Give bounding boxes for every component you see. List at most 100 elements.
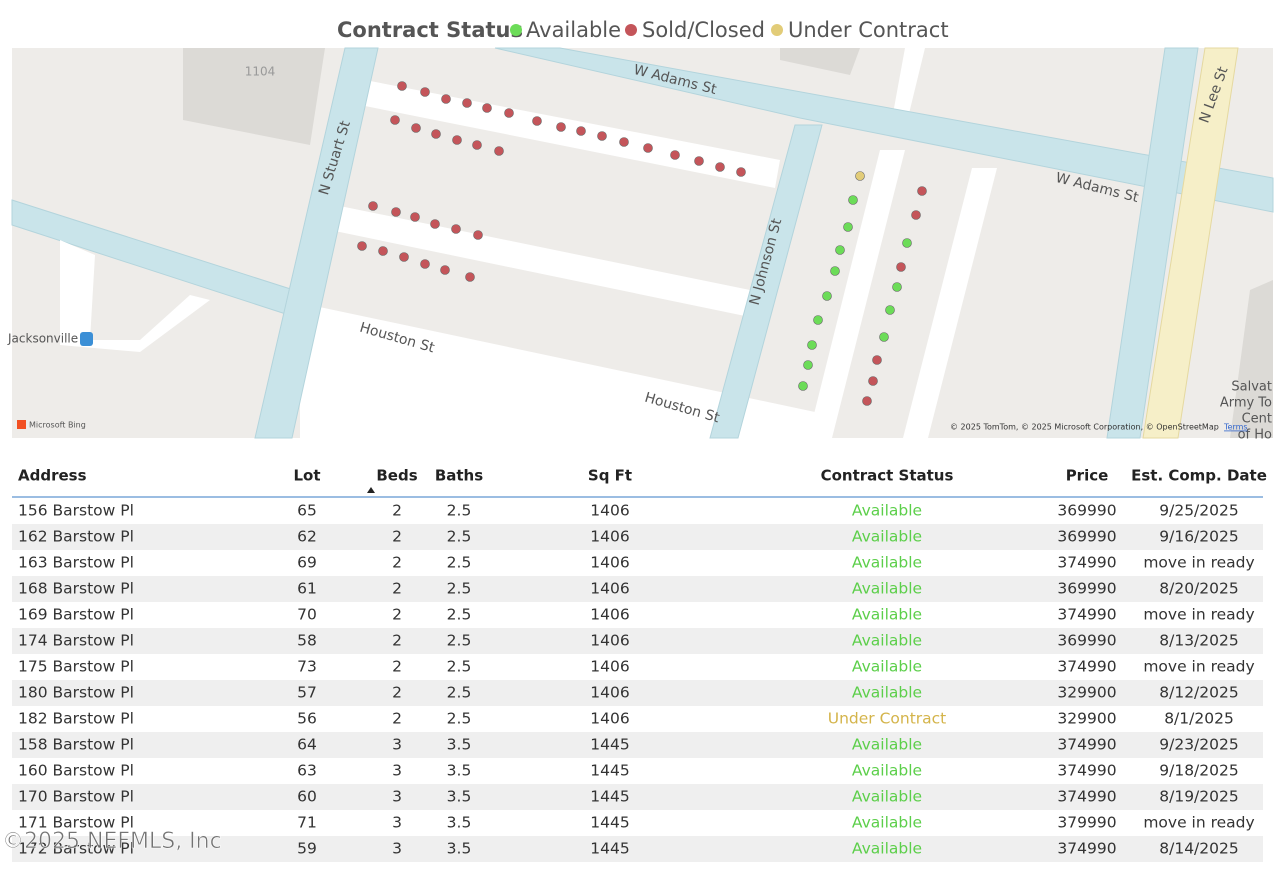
map-dot[interactable] [473, 230, 483, 240]
table-cell: 163 Barstow Pl [18, 554, 134, 572]
map-dot[interactable] [420, 87, 430, 97]
map-dot[interactable] [576, 126, 586, 136]
map-dot[interactable] [420, 259, 430, 269]
row-shade [12, 680, 1263, 706]
map-dot[interactable] [397, 81, 407, 91]
map-dot[interactable] [504, 108, 514, 118]
table-cell: 62 [297, 528, 317, 546]
map-dot[interactable] [391, 207, 401, 217]
map-dot[interactable] [862, 396, 872, 406]
map-dot[interactable] [803, 360, 813, 370]
map-dot[interactable] [368, 201, 378, 211]
table-cell: Available [852, 554, 922, 572]
map[interactable]: W Adams St W Adams St N Stuart St N John… [7, 47, 1274, 443]
table-cell: 162 Barstow Pl [18, 528, 134, 546]
map-dot[interactable] [451, 224, 461, 234]
column-header[interactable]: Price [1066, 467, 1109, 485]
table-cell: 175 Barstow Pl [18, 658, 134, 676]
legend-label[interactable]: Under Contract [788, 18, 949, 42]
row-shade [12, 524, 1263, 550]
map-dot[interactable] [556, 122, 566, 132]
column-header[interactable]: Est. Comp. Date [1131, 467, 1267, 485]
map-dot[interactable] [885, 305, 895, 315]
place-label: Jacksonville [7, 332, 78, 346]
table-cell: 1406 [590, 632, 629, 650]
table-cell: 3 [392, 762, 402, 780]
map-dot[interactable] [465, 272, 475, 282]
legend-label[interactable]: Available [526, 18, 621, 42]
table-cell: 61 [297, 580, 317, 598]
table-cell: 156 Barstow Pl [18, 502, 134, 520]
map-dot[interactable] [807, 340, 817, 350]
map-dot[interactable] [872, 355, 882, 365]
map-dot[interactable] [378, 246, 388, 256]
table-cell: 374990 [1057, 606, 1116, 624]
map-dot[interactable] [410, 212, 420, 222]
table-cell: move in ready [1143, 814, 1254, 832]
map-dot[interactable] [597, 131, 607, 141]
map-dot[interactable] [868, 376, 878, 386]
map-dot[interactable] [835, 245, 845, 255]
column-header[interactable]: Sq Ft [588, 467, 632, 485]
place-label: Army To [1220, 396, 1272, 411]
table-cell: 58 [297, 632, 317, 650]
table-cell: 374990 [1057, 658, 1116, 676]
map-dot[interactable] [357, 241, 367, 251]
map-dot[interactable] [430, 219, 440, 229]
map-dot[interactable] [452, 135, 462, 145]
map-dot[interactable] [494, 146, 504, 156]
table-cell: 2 [392, 580, 402, 598]
table-cell: 170 Barstow Pl [18, 788, 134, 806]
column-header[interactable]: Lot [293, 467, 320, 485]
map-dot[interactable] [892, 282, 902, 292]
map-dot[interactable] [619, 137, 629, 147]
map-dot[interactable] [911, 210, 921, 220]
map-dot[interactable] [902, 238, 912, 248]
map-dot[interactable] [715, 162, 725, 172]
map-dot[interactable] [431, 129, 441, 139]
row-shade [12, 784, 1263, 810]
table-cell: Available [852, 762, 922, 780]
map-dot[interactable] [813, 315, 823, 325]
map-dot[interactable] [822, 291, 832, 301]
legend-label[interactable]: Sold/Closed [642, 18, 765, 42]
map-dot[interactable] [694, 156, 704, 166]
map-dot[interactable] [830, 266, 840, 276]
map-dot[interactable] [482, 103, 492, 113]
table-cell: 329900 [1057, 684, 1116, 702]
table-cell: 374990 [1057, 736, 1116, 754]
map-dot[interactable] [399, 252, 409, 262]
map-terms[interactable]: Terms [1223, 423, 1248, 432]
map-dot[interactable] [896, 262, 906, 272]
table-cell: 9/25/2025 [1159, 502, 1238, 520]
row-shade [12, 732, 1263, 758]
map-dot[interactable] [462, 98, 472, 108]
column-header[interactable]: Address [18, 467, 87, 485]
column-header[interactable]: Contract Status [821, 467, 954, 485]
map-dot[interactable] [440, 265, 450, 275]
map-dot[interactable] [798, 381, 808, 391]
map-dot[interactable] [879, 332, 889, 342]
map-dot[interactable] [643, 143, 653, 153]
map-dot[interactable] [855, 171, 865, 181]
table-cell: 2.5 [447, 554, 472, 572]
table-cell: 160 Barstow Pl [18, 762, 134, 780]
map-dot[interactable] [390, 115, 400, 125]
map-dot[interactable] [917, 186, 927, 196]
column-header[interactable]: Baths [435, 467, 483, 485]
table-cell: 70 [297, 606, 317, 624]
table-cell: 2 [392, 658, 402, 676]
map-dot[interactable] [441, 94, 451, 104]
map-dot[interactable] [736, 167, 746, 177]
table-cell: 2.5 [447, 684, 472, 702]
table-cell: 3 [392, 840, 402, 858]
table-cell: 169 Barstow Pl [18, 606, 134, 624]
map-dot[interactable] [472, 140, 482, 150]
column-header[interactable]: Beds [376, 467, 417, 485]
building-label: 1104 [245, 65, 276, 79]
map-dot[interactable] [843, 222, 853, 232]
map-dot[interactable] [411, 123, 421, 133]
map-dot[interactable] [670, 150, 680, 160]
map-dot[interactable] [532, 116, 542, 126]
map-dot[interactable] [848, 195, 858, 205]
